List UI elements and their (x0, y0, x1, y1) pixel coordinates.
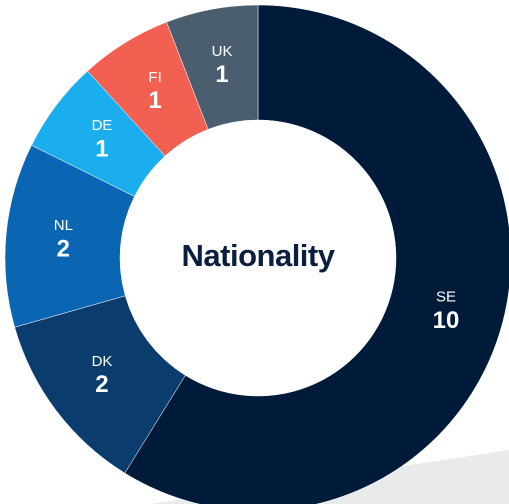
slice-category: DE (92, 117, 113, 134)
slice-value: 2 (57, 235, 70, 262)
chart-title: Nationality (182, 238, 336, 273)
slice-category: FI (148, 69, 161, 86)
slice-category: UK (212, 43, 233, 60)
slice-value: 10 (433, 307, 460, 334)
slice-value: 1 (215, 61, 228, 88)
slice-value: 1 (95, 136, 108, 163)
slice-value: 1 (148, 87, 161, 114)
slice-category: NL (54, 217, 73, 234)
slice-category: DK (92, 353, 113, 370)
slices (4, 4, 509, 504)
slice-value: 2 (95, 371, 108, 398)
slice-category: SE (436, 288, 456, 305)
slice (166, 4, 259, 130)
slice (124, 4, 509, 504)
